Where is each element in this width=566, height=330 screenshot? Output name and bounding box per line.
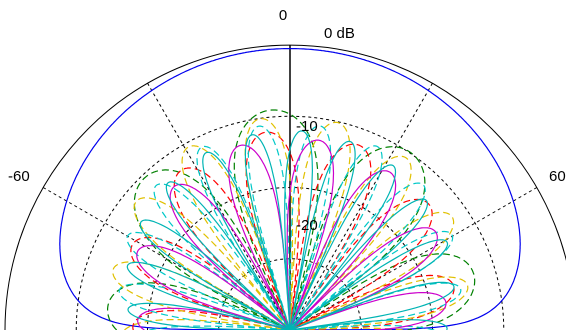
series-curve-3 bbox=[112, 117, 469, 330]
angle-label-60: 60 bbox=[549, 168, 566, 185]
series-curve-4 bbox=[118, 125, 462, 330]
polar-labels: 0 0 dB -60 60 -10 -20 bbox=[8, 7, 566, 234]
radial-label-minus10: -10 bbox=[296, 118, 318, 135]
angle-label-0: 0 bbox=[279, 7, 287, 24]
radial-label-0db: 0 dB bbox=[324, 25, 355, 42]
series-curve-5 bbox=[136, 139, 447, 330]
series-curve-0 bbox=[59, 47, 521, 330]
polar-series bbox=[59, 47, 521, 330]
radial-label-minus20: -20 bbox=[296, 217, 318, 234]
grid-ring bbox=[75, 115, 505, 330]
series-curve-1 bbox=[106, 109, 476, 330]
series-curve-2 bbox=[130, 131, 455, 330]
series-curve-6 bbox=[126, 130, 455, 330]
angle-label-minus60: -60 bbox=[8, 168, 30, 185]
